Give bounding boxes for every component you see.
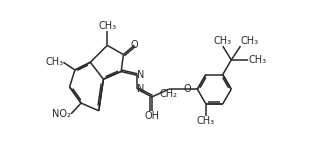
Text: OH: OH xyxy=(144,111,159,121)
Text: CH₃: CH₃ xyxy=(98,21,116,31)
Text: CH₃: CH₃ xyxy=(214,36,232,46)
Text: N: N xyxy=(137,84,145,94)
Text: O: O xyxy=(183,84,191,94)
Text: NO₂: NO₂ xyxy=(52,109,71,119)
Text: CH₃: CH₃ xyxy=(197,116,215,126)
Text: CH₃: CH₃ xyxy=(45,57,63,67)
Text: CH₂: CH₂ xyxy=(160,89,178,99)
Text: N: N xyxy=(137,70,145,80)
Text: O: O xyxy=(131,40,138,50)
Text: CH₃: CH₃ xyxy=(248,55,266,65)
Text: CH₃: CH₃ xyxy=(240,36,258,46)
